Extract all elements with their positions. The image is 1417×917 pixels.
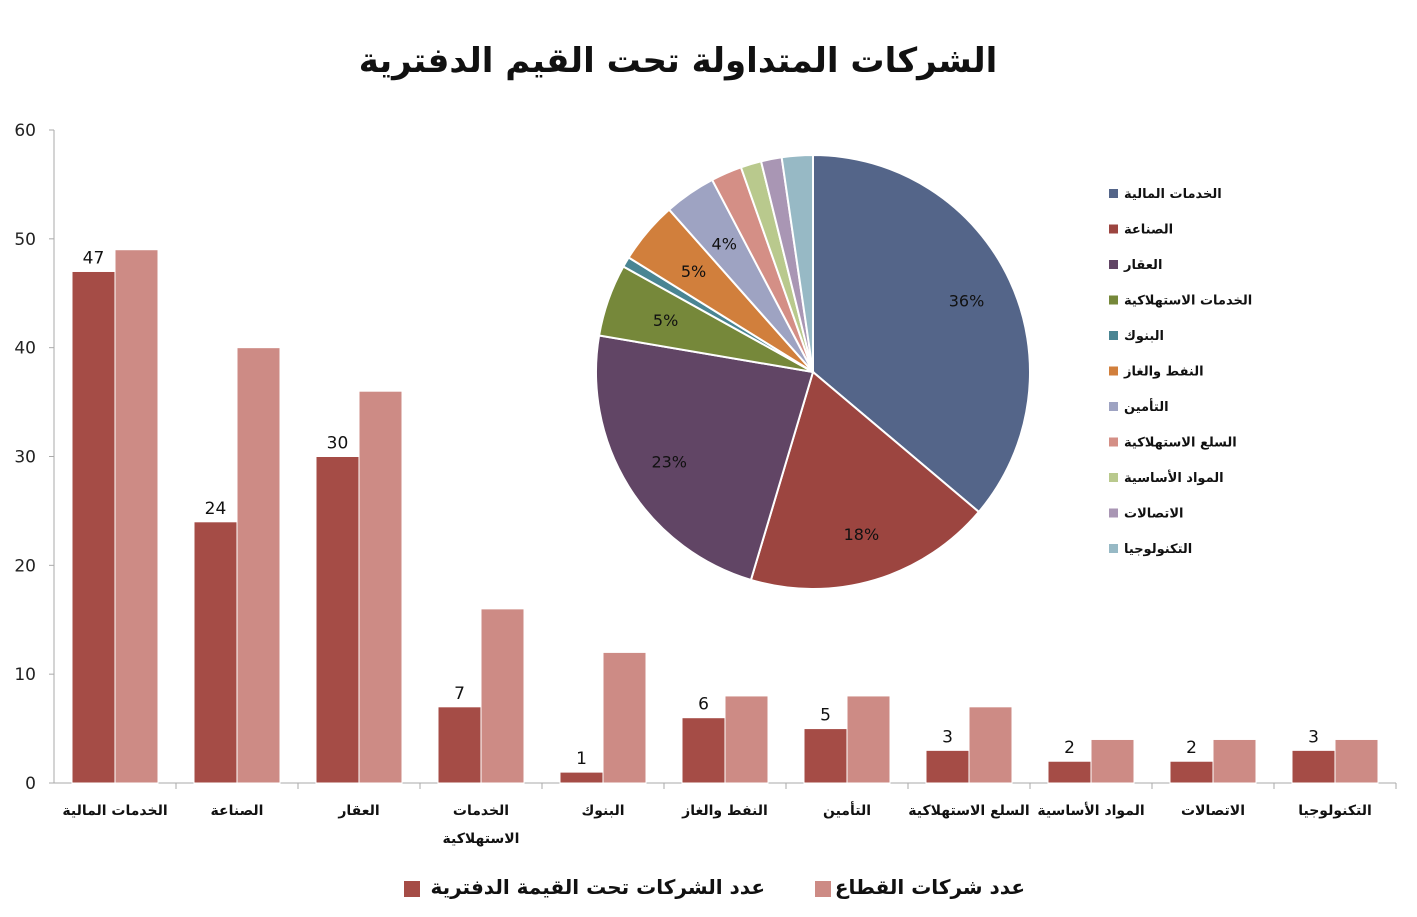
- x-category-label: الاتصالات: [1181, 803, 1245, 819]
- bar-sector-total: [1212, 738, 1257, 784]
- pie-slice-label: 4%: [712, 234, 737, 253]
- pie-slice-label: 18%: [844, 525, 880, 544]
- bar-below-book: [315, 456, 360, 784]
- x-category-label: التكنولوجيا: [1298, 803, 1372, 819]
- pie-legend-label: العقار: [1123, 258, 1162, 273]
- pie-legend-label: المواد الأساسية: [1124, 469, 1224, 486]
- data-label: 7: [454, 684, 465, 704]
- pie-slice: [780, 153, 814, 373]
- x-category-label: الصناعة: [211, 803, 264, 819]
- data-label: 2: [1186, 738, 1197, 758]
- pie-legend-label: الاتصالات: [1124, 507, 1183, 522]
- pie-legend-swatch: [1109, 260, 1118, 269]
- bar-sector-total: [602, 651, 647, 784]
- y-tick-label: 50: [14, 230, 36, 250]
- chart-title: الشركات المتداولة تحت القيم الدفترية: [359, 41, 998, 81]
- data-label: 5: [820, 706, 831, 726]
- pie-legend-label: البنوك: [1124, 329, 1164, 344]
- y-tick-label: 40: [14, 339, 36, 359]
- pie-legend-swatch: [1109, 402, 1118, 411]
- pie-slice-label: 36%: [949, 292, 985, 311]
- data-label: 30: [327, 434, 349, 454]
- bar-sector-total: [114, 249, 159, 784]
- data-label: 47: [83, 248, 105, 268]
- pie-legend-label: التكنولوجيا: [1124, 542, 1192, 557]
- bar-below-book: [71, 270, 116, 784]
- bar-below-book: [925, 749, 970, 784]
- data-label: 24: [205, 499, 227, 519]
- pie-legend-label: السلع الاستهلاكية: [1124, 436, 1237, 451]
- x-category-label: التأمين: [823, 801, 871, 819]
- pie-slice: [749, 370, 981, 590]
- data-label: 2: [1064, 738, 1075, 758]
- x-category-label: النفط والغاز: [681, 803, 768, 819]
- pie-slice-label: 5%: [653, 311, 678, 330]
- bar-sector-total: [236, 347, 281, 784]
- data-label: 6: [698, 695, 709, 715]
- pie-legend-swatch: [1109, 544, 1118, 553]
- pie-slice: [812, 153, 1031, 514]
- y-tick-label: 20: [14, 556, 36, 576]
- y-tick-label: 0: [25, 774, 36, 794]
- y-tick-label: 10: [14, 665, 36, 685]
- pie-slice-label: 5%: [681, 262, 706, 281]
- bar-sector-total: [846, 695, 891, 784]
- x-category-label: الخدمات المالية: [62, 803, 167, 819]
- bar-sector-total: [1090, 738, 1135, 784]
- x-category-label: البنوك: [581, 803, 624, 819]
- bar-sector-total: [1334, 738, 1379, 784]
- legend-swatch: [404, 881, 420, 897]
- x-category-label: السلع الاستهلاكية: [908, 803, 1029, 819]
- x-category-label: العقار: [337, 803, 379, 819]
- data-label: 3: [942, 727, 953, 747]
- bar-below-book: [803, 728, 848, 784]
- pie-legend-label: الخدمات الاستهلاكية: [1124, 294, 1252, 309]
- pie-slice: [595, 334, 815, 582]
- pie-legend-swatch: [1109, 473, 1118, 482]
- y-tick-label: 60: [14, 121, 36, 141]
- pie-legend-swatch: [1109, 437, 1118, 447]
- pie-legend-swatch: [1109, 189, 1118, 198]
- pie-legend-label: النفط والغاز: [1123, 365, 1204, 380]
- pie-slice-label: 23%: [651, 452, 687, 471]
- pie-legend-label: التأمين: [1124, 398, 1169, 415]
- data-label: 1: [576, 749, 587, 769]
- bar-below-book: [437, 706, 482, 784]
- bar-below-book: [193, 521, 238, 784]
- y-tick-label: 30: [14, 448, 36, 468]
- legend-swatch: [815, 881, 831, 897]
- x-category-label: الخدمات: [453, 803, 509, 819]
- x-category-label: المواد الأساسية: [1037, 802, 1144, 819]
- pie-legend-swatch: [1109, 508, 1118, 518]
- legend-label: عدد الشركات تحت القيمة الدفترية: [430, 875, 765, 899]
- pie-legend-swatch: [1109, 366, 1118, 376]
- pie-legend-swatch: [1109, 295, 1118, 305]
- x-category-label: الاستهلاكية: [443, 831, 520, 847]
- bar-below-book: [1291, 749, 1336, 784]
- pie-legend-swatch: [1109, 331, 1118, 340]
- data-label: 3: [1308, 727, 1319, 747]
- bar-sector-total: [480, 608, 525, 784]
- bar-sector-total: [724, 695, 769, 784]
- pie-legend-swatch: [1109, 224, 1118, 234]
- bar-below-book: [1169, 760, 1214, 784]
- bar-below-book: [559, 771, 604, 784]
- bar-below-book: [681, 717, 726, 784]
- pie-legend-label: الخدمات المالية: [1124, 187, 1222, 202]
- bar-sector-total: [358, 390, 403, 784]
- bar-below-book: [1047, 760, 1092, 784]
- legend-label: عدد شركات القطاع: [835, 875, 1025, 899]
- pie-legend-label: الصناعة: [1124, 223, 1173, 238]
- bar-sector-total: [968, 706, 1013, 784]
